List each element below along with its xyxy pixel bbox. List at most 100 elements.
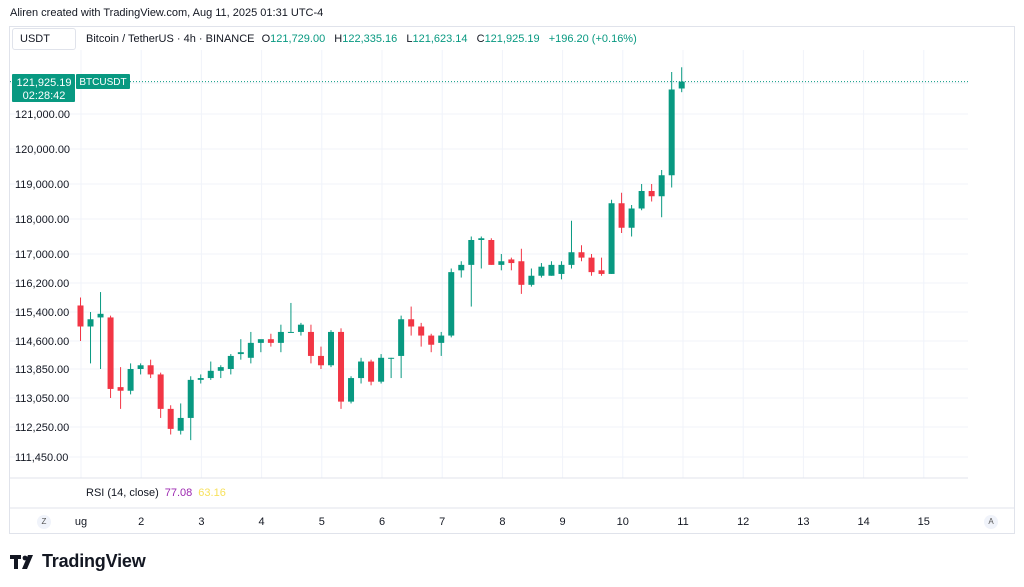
candle-body bbox=[458, 264, 465, 271]
x-tick-label: 6 bbox=[379, 516, 385, 528]
candle bbox=[177, 403, 184, 435]
candle bbox=[448, 268, 455, 338]
candle-body bbox=[398, 319, 405, 356]
candle-body bbox=[257, 339, 264, 343]
candle bbox=[167, 405, 174, 435]
candle-body bbox=[107, 317, 114, 389]
candle-body bbox=[247, 342, 254, 358]
timezone-button[interactable]: Z bbox=[37, 515, 51, 529]
candle bbox=[658, 170, 665, 218]
candle-body bbox=[618, 203, 625, 228]
candle-body bbox=[588, 257, 595, 273]
y-tick-label: 119,000.00 bbox=[15, 179, 69, 191]
attribution-text: Aliren created with TradingView.com, Aug… bbox=[10, 7, 324, 19]
y-tick-label: 112,250.00 bbox=[15, 422, 69, 434]
candle-body bbox=[498, 261, 505, 265]
legend-low-value: 121,623.14 bbox=[412, 33, 468, 45]
candle bbox=[127, 363, 134, 395]
candle bbox=[508, 257, 515, 271]
candle-body bbox=[187, 379, 194, 418]
y-tick-label: 121,000.00 bbox=[15, 109, 70, 121]
price-tag-box bbox=[12, 74, 75, 102]
candle bbox=[207, 361, 214, 380]
candle bbox=[338, 328, 345, 409]
candle-body bbox=[368, 361, 375, 382]
candle-body bbox=[468, 240, 475, 265]
candle bbox=[548, 261, 555, 276]
candle bbox=[247, 331, 254, 364]
candle-body bbox=[648, 191, 655, 197]
symbol-selector[interactable]: USDT bbox=[12, 28, 76, 50]
candle bbox=[317, 346, 324, 369]
candle bbox=[197, 374, 204, 384]
x-tick-label: 7 bbox=[439, 516, 445, 528]
chart-legend: Bitcoin / TetherUS · 4h · BINANCE O121,7… bbox=[86, 33, 637, 45]
candle bbox=[608, 199, 615, 274]
symbol-tag-box bbox=[76, 74, 130, 89]
candle-body bbox=[548, 264, 555, 276]
x-axis-labels: ug 2 3 4 5 6 7 8 9 10 11 12 13 14 15 bbox=[75, 516, 930, 528]
candle-body bbox=[307, 331, 314, 356]
candle bbox=[388, 357, 395, 379]
candle bbox=[498, 254, 505, 271]
candle-body bbox=[568, 252, 575, 265]
candle bbox=[267, 333, 274, 347]
candle-body bbox=[97, 313, 104, 318]
candle bbox=[77, 297, 84, 341]
x-tick-label: 13 bbox=[797, 516, 809, 528]
candle-body bbox=[137, 365, 144, 369]
y-tick-label: 115,400.00 bbox=[15, 307, 69, 319]
candle bbox=[578, 245, 585, 262]
candle-body bbox=[197, 378, 204, 380]
x-tick-label: 8 bbox=[499, 516, 505, 528]
candle bbox=[117, 367, 124, 409]
tradingview-logo: TradingView bbox=[10, 551, 146, 572]
candle bbox=[648, 184, 655, 202]
candle bbox=[307, 324, 314, 364]
legend-low-label: L bbox=[406, 33, 413, 45]
candle bbox=[488, 238, 495, 265]
candle-body bbox=[638, 191, 645, 209]
legend-title: Bitcoin / TetherUS · 4h · BINANCE bbox=[86, 33, 255, 45]
candle-body bbox=[338, 331, 345, 402]
candle bbox=[217, 365, 224, 379]
candle-body bbox=[488, 240, 495, 265]
rsi-legend: RSI (14, close) 77.08 63.16 bbox=[86, 487, 226, 499]
y-tick-label: 117,000.00 bbox=[15, 249, 69, 261]
legend-high-label: H bbox=[334, 33, 343, 45]
auto-scale-button[interactable]: A bbox=[984, 515, 998, 529]
candle bbox=[568, 220, 575, 269]
candle bbox=[358, 357, 365, 384]
legend-open-value: 121,729.00 bbox=[270, 33, 326, 45]
candle-body bbox=[508, 259, 515, 264]
candle-body bbox=[478, 238, 485, 240]
candle bbox=[328, 330, 334, 368]
y-tick-label: 114,600.00 bbox=[15, 336, 69, 348]
candle-body bbox=[678, 81, 685, 89]
candle bbox=[297, 322, 304, 336]
candle-body bbox=[358, 361, 365, 379]
tradingview-logo-icon bbox=[10, 554, 33, 569]
price-tag-value: 121,925.19 bbox=[16, 77, 71, 89]
candle bbox=[227, 354, 234, 375]
candle-body bbox=[558, 264, 565, 274]
candle-body bbox=[578, 252, 585, 258]
candle bbox=[418, 322, 425, 347]
candle-body bbox=[438, 335, 445, 343]
candle bbox=[87, 312, 94, 364]
candle-body bbox=[328, 331, 334, 366]
rsi-value-2: 63.16 bbox=[198, 487, 226, 499]
candle bbox=[628, 205, 635, 237]
candle bbox=[638, 184, 645, 211]
candle-body bbox=[117, 387, 124, 391]
candle-series bbox=[77, 67, 685, 441]
candle-body bbox=[267, 339, 274, 343]
candle bbox=[107, 315, 114, 398]
candle-body bbox=[408, 319, 415, 327]
candle-body bbox=[207, 370, 214, 379]
candle-body bbox=[598, 270, 605, 274]
y-tick-label: 120,000.00 bbox=[15, 144, 70, 156]
legend-high-value: 122,335.16 bbox=[342, 33, 398, 45]
